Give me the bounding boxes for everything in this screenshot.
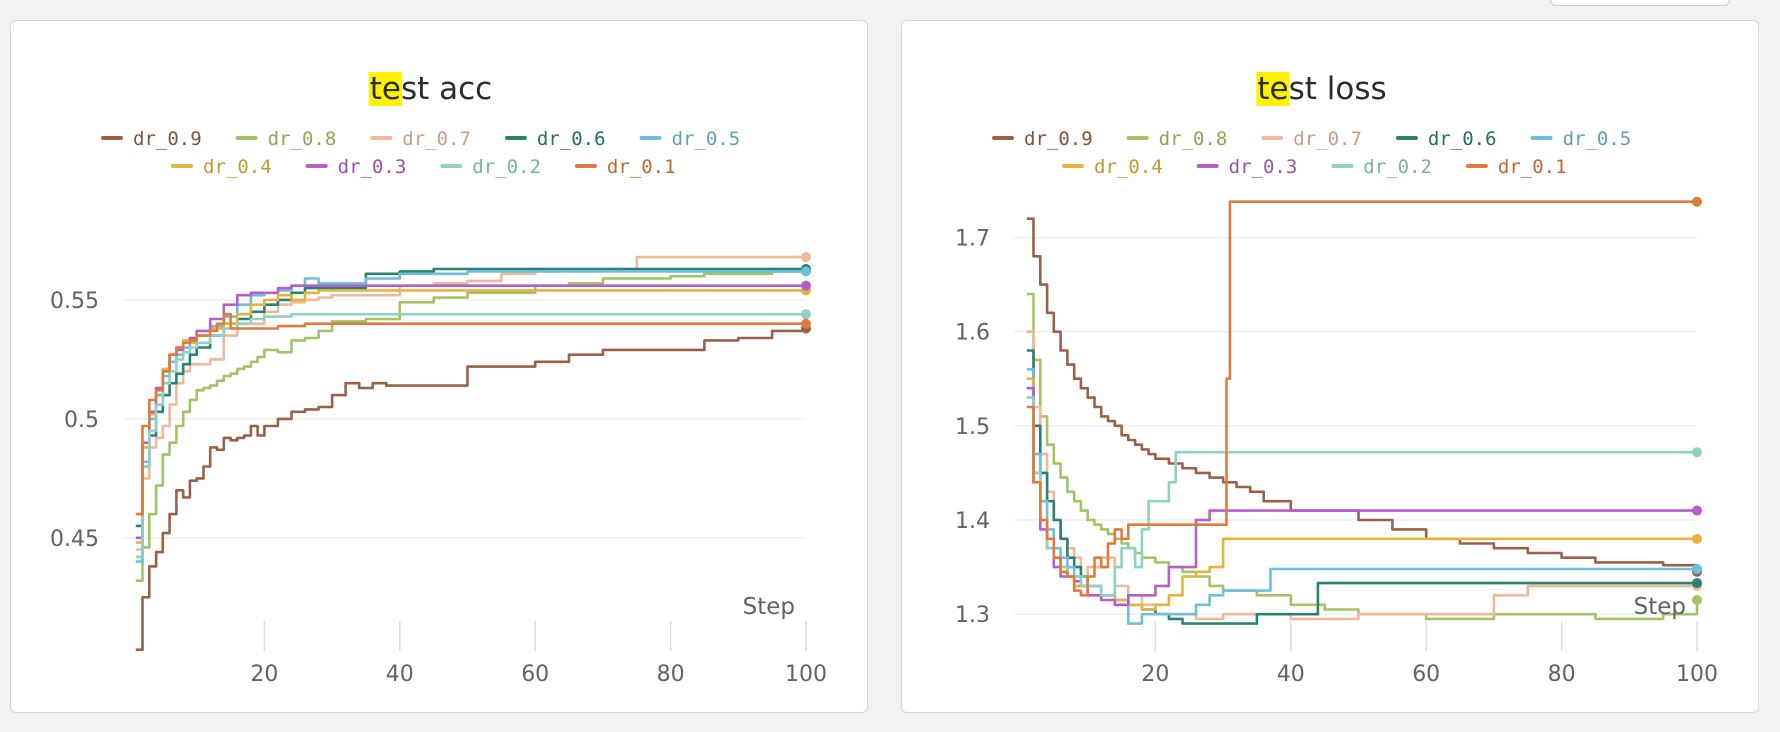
series-end-marker[interactable] <box>1692 447 1702 458</box>
axis-ticks: 1.3 1.4 1.5 1.6 1.7 20 40 60 80 100 <box>955 227 1718 688</box>
legend-label: dr_0.7 <box>1293 128 1362 150</box>
x-axis-label: Step <box>743 594 795 620</box>
legend-item[interactable]: dr_0.5 <box>639 128 741 150</box>
chart-panel-test-acc: test acc dr_0.9 dr_0.8 dr_0.7 dr_0.6 dr_0.5 d… <box>10 20 868 713</box>
y-tick-label: 0.55 <box>50 289 99 314</box>
title-highlight <box>1256 72 1290 106</box>
legend-label: dr_0.1 <box>607 156 676 178</box>
legend-item[interactable]: dr_0.1 <box>574 156 676 178</box>
chart-title: test loss <box>1257 71 1386 107</box>
series-end-marker[interactable] <box>801 280 811 291</box>
chart-panel-test-loss: test loss dr_0.9 dr_0.8 dr_0.7 dr_0.6 dr_0.5… <box>901 20 1759 713</box>
legend-item[interactable]: dr_0.9 <box>101 128 202 150</box>
legend-item[interactable]: dr_0.8 <box>1126 128 1228 150</box>
legend: dr_0.9 dr_0.8 dr_0.7 dr_0.6 dr_0.5 dr_0.4 dr_0… <box>992 128 1632 178</box>
legend-item[interactable]: dr_0.4 <box>171 156 272 178</box>
legend-label: dr_0.6 <box>537 128 606 150</box>
y-tick-label: 1.7 <box>955 227 990 252</box>
y-tick-label: 0.45 <box>50 527 99 552</box>
series-lines <box>1026 196 1702 625</box>
x-tick-label: 80 <box>657 662 685 687</box>
series-end-marker[interactable] <box>1692 196 1702 207</box>
y-tick-label: 1.4 <box>955 509 990 534</box>
x-tick-label: 80 <box>1548 662 1576 687</box>
legend-item[interactable]: dr_0.3 <box>305 156 407 178</box>
x-tick-label: 40 <box>386 662 414 687</box>
x-tick-label: 20 <box>250 662 278 687</box>
x-tick-label: 100 <box>785 662 827 687</box>
series-lines <box>135 252 811 651</box>
legend-item[interactable]: dr_0.6 <box>1395 128 1497 150</box>
legend-item[interactable]: dr_0.6 <box>504 128 606 150</box>
series-end-marker[interactable] <box>1692 595 1702 606</box>
series-line[interactable] <box>1026 396 1697 597</box>
legend-item[interactable]: dr_0.7 <box>1261 128 1362 150</box>
legend-label: dr_0.5 <box>672 128 741 150</box>
axis-ticks: 0.45 0.5 0.55 20 40 60 80 100 <box>50 289 827 687</box>
legend: dr_0.9 dr_0.8 dr_0.7 dr_0.6 dr_0.5 dr_0.4 dr_0… <box>101 128 741 178</box>
series-line[interactable] <box>135 328 808 651</box>
series-line[interactable] <box>1026 349 1697 625</box>
legend-label: dr_0.1 <box>1498 156 1567 178</box>
y-tick-label: 0.5 <box>64 408 99 433</box>
series-end-marker[interactable] <box>1692 533 1702 544</box>
legend-label: dr_0.4 <box>1094 156 1163 178</box>
series-end-marker[interactable] <box>801 252 811 263</box>
y-tick-label: 1.6 <box>955 321 990 346</box>
legend-label: dr_0.2 <box>472 156 541 178</box>
legend-item[interactable]: dr_0.2 <box>440 156 541 178</box>
legend-label: dr_0.9 <box>133 128 202 150</box>
series-end-marker[interactable] <box>801 318 811 329</box>
x-axis-label: Step <box>1634 594 1686 620</box>
series-line[interactable] <box>135 312 806 516</box>
series-line[interactable] <box>1026 217 1699 572</box>
top-right-button[interactable] <box>1550 0 1730 6</box>
series-line[interactable] <box>1026 330 1697 621</box>
legend-label: dr_0.3 <box>1229 156 1298 178</box>
legend-label: dr_0.5 <box>1563 128 1632 150</box>
test-loss-chart: test loss dr_0.9 dr_0.8 dr_0.7 dr_0.6 dr_0.5… <box>955 71 1718 688</box>
series-end-marker[interactable] <box>801 266 811 277</box>
x-tick-label: 60 <box>521 662 549 687</box>
legend-label: dr_0.6 <box>1428 128 1497 150</box>
legend-item[interactable]: dr_0.4 <box>1062 156 1163 178</box>
legend-label: dr_0.7 <box>402 128 471 150</box>
series-line[interactable] <box>1026 368 1697 625</box>
legend-label: dr_0.8 <box>1159 128 1228 150</box>
legend-item[interactable]: dr_0.1 <box>1465 156 1567 178</box>
series-line[interactable] <box>1026 200 1697 597</box>
series-end-marker[interactable] <box>1692 505 1702 516</box>
y-tick-label: 1.5 <box>955 415 990 440</box>
legend-item[interactable]: dr_0.5 <box>1530 128 1632 150</box>
chart-title: test acc <box>370 71 492 107</box>
series-end-marker[interactable] <box>1692 578 1702 589</box>
legend-label: dr_0.8 <box>268 128 337 150</box>
series-line[interactable] <box>135 267 806 528</box>
legend-item[interactable]: dr_0.2 <box>1331 156 1432 178</box>
legend-label: dr_0.3 <box>338 156 407 178</box>
test-acc-chart: test acc dr_0.9 dr_0.8 dr_0.7 dr_0.6 dr_0.5d… <box>50 71 827 687</box>
series-line[interactable] <box>1026 386 1697 607</box>
series-line[interactable] <box>135 269 808 582</box>
y-tick-label: 1.3 <box>955 603 990 628</box>
legend-label: dr_0.9 <box>1024 128 1093 150</box>
series-end-marker[interactable] <box>801 309 811 320</box>
x-tick-label: 20 <box>1141 662 1169 687</box>
series-line[interactable] <box>1026 377 1697 611</box>
legend-label: dr_0.4 <box>203 156 272 178</box>
series-line[interactable] <box>1026 292 1699 621</box>
x-tick-label: 60 <box>1412 662 1440 687</box>
series-line[interactable] <box>135 289 806 544</box>
legend-label: dr_0.2 <box>1363 156 1432 178</box>
x-tick-label: 100 <box>1676 662 1718 687</box>
legend-item[interactable]: dr_0.8 <box>235 128 337 150</box>
legend-item[interactable]: dr_0.7 <box>370 128 471 150</box>
series-end-marker[interactable] <box>1692 563 1702 574</box>
legend-item[interactable]: dr_0.3 <box>1196 156 1298 178</box>
x-tick-label: 40 <box>1277 662 1305 687</box>
title-highlight <box>368 72 402 106</box>
legend-item[interactable]: dr_0.9 <box>992 128 1093 150</box>
